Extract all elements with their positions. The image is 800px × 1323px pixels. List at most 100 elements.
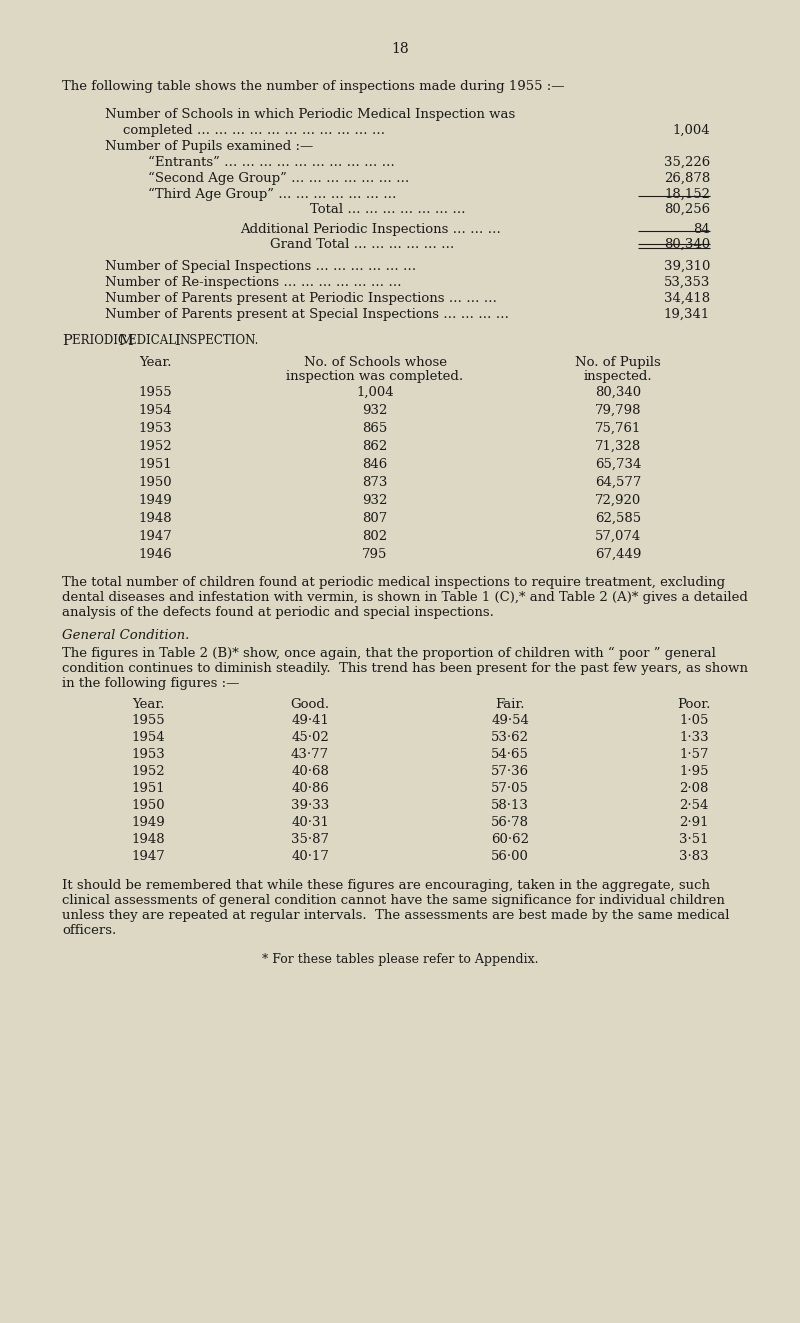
Text: Number of Parents present at Special Inspections … … … …: Number of Parents present at Special Ins… — [105, 308, 509, 321]
Text: 34,418: 34,418 — [664, 292, 710, 306]
Text: 40·68: 40·68 — [291, 765, 329, 778]
Text: “Entrants” … … … … … … … … … …: “Entrants” … … … … … … … … … … — [148, 156, 395, 169]
Text: 1949: 1949 — [138, 493, 172, 507]
Text: 45·02: 45·02 — [291, 732, 329, 744]
Text: dental diseases and infestation with vermin, is shown in Table 1 (C),* and Table: dental diseases and infestation with ver… — [62, 591, 748, 605]
Text: 1948: 1948 — [138, 512, 172, 525]
Text: 79,798: 79,798 — [594, 404, 642, 417]
Text: 62,585: 62,585 — [595, 512, 641, 525]
Text: 1952: 1952 — [131, 765, 165, 778]
Text: 1955: 1955 — [131, 714, 165, 728]
Text: 846: 846 — [362, 458, 388, 471]
Text: 19,341: 19,341 — [664, 308, 710, 321]
Text: 932: 932 — [362, 404, 388, 417]
Text: 80,340: 80,340 — [595, 386, 641, 400]
Text: Additional Periodic Inspections … … …: Additional Periodic Inspections … … … — [240, 224, 501, 235]
Text: 54·65: 54·65 — [491, 747, 529, 761]
Text: condition continues to diminish steadily.  This trend has been present for the p: condition continues to diminish steadily… — [62, 662, 748, 675]
Text: officers.: officers. — [62, 923, 116, 937]
Text: 795: 795 — [362, 548, 388, 561]
Text: 2·08: 2·08 — [679, 782, 709, 795]
Text: No. of Pupils: No. of Pupils — [575, 356, 661, 369]
Text: Poor.: Poor. — [678, 699, 710, 710]
Text: 53·62: 53·62 — [491, 732, 529, 744]
Text: EDICAL: EDICAL — [128, 333, 180, 347]
Text: 72,920: 72,920 — [595, 493, 641, 507]
Text: inspection was completed.: inspection was completed. — [286, 370, 463, 382]
Text: 80,340: 80,340 — [664, 238, 710, 251]
Text: 3·83: 3·83 — [679, 849, 709, 863]
Text: 1949: 1949 — [131, 816, 165, 830]
Text: 26,878: 26,878 — [664, 172, 710, 185]
Text: “Second Age Group” … … … … … … …: “Second Age Group” … … … … … … … — [148, 172, 410, 185]
Text: The figures in Table 2 (B)* show, once again, that the proportion of children wi: The figures in Table 2 (B)* show, once a… — [62, 647, 716, 660]
Text: 56·00: 56·00 — [491, 849, 529, 863]
Text: 40·17: 40·17 — [291, 849, 329, 863]
Text: 57·05: 57·05 — [491, 782, 529, 795]
Text: Number of Parents present at Periodic Inspections … … …: Number of Parents present at Periodic In… — [105, 292, 497, 306]
Text: NSPECTION.: NSPECTION. — [179, 333, 258, 347]
Text: 865: 865 — [362, 422, 388, 435]
Text: “Third Age Group” … … … … … … …: “Third Age Group” … … … … … … … — [148, 188, 397, 201]
Text: Number of Special Inspections … … … … … …: Number of Special Inspections … … … … … … — [105, 261, 416, 273]
Text: 43·77: 43·77 — [291, 747, 329, 761]
Text: 1·95: 1·95 — [679, 765, 709, 778]
Text: unless they are repeated at regular intervals.  The assessments are best made by: unless they are repeated at regular inte… — [62, 909, 730, 922]
Text: Year.: Year. — [132, 699, 164, 710]
Text: 1948: 1948 — [131, 833, 165, 845]
Text: in the following figures :—: in the following figures :— — [62, 677, 239, 691]
Text: 60·62: 60·62 — [491, 833, 529, 845]
Text: 873: 873 — [362, 476, 388, 490]
Text: 57,074: 57,074 — [595, 531, 641, 542]
Text: clinical assessments of general condition cannot have the same significance for : clinical assessments of general conditio… — [62, 894, 725, 908]
Text: Total … … … … … … …: Total … … … … … … … — [310, 202, 466, 216]
Text: * For these tables please refer to Appendix.: * For these tables please refer to Appen… — [262, 953, 538, 966]
Text: 57·36: 57·36 — [491, 765, 529, 778]
Text: 1951: 1951 — [131, 782, 165, 795]
Text: I: I — [174, 333, 180, 348]
Text: 1,004: 1,004 — [672, 124, 710, 138]
Text: 58·13: 58·13 — [491, 799, 529, 812]
Text: Grand Total … … … … … …: Grand Total … … … … … … — [270, 238, 454, 251]
Text: 40·31: 40·31 — [291, 816, 329, 830]
Text: 1954: 1954 — [131, 732, 165, 744]
Text: 18,152: 18,152 — [664, 188, 710, 201]
Text: 80,256: 80,256 — [664, 202, 710, 216]
Text: 1950: 1950 — [131, 799, 165, 812]
Text: 1946: 1946 — [138, 548, 172, 561]
Text: 56·78: 56·78 — [491, 816, 529, 830]
Text: 1952: 1952 — [138, 441, 172, 452]
Text: analysis of the defects found at periodic and special inspections.: analysis of the defects found at periodi… — [62, 606, 494, 619]
Text: 39,310: 39,310 — [664, 261, 710, 273]
Text: 3·51: 3·51 — [679, 833, 709, 845]
Text: Number of Pupils examined :—: Number of Pupils examined :— — [105, 140, 314, 153]
Text: 53,353: 53,353 — [664, 277, 710, 288]
Text: Number of Re-inspections … … … … … … …: Number of Re-inspections … … … … … … … — [105, 277, 402, 288]
Text: Good.: Good. — [290, 699, 330, 710]
Text: 39·33: 39·33 — [291, 799, 329, 812]
Text: 1,004: 1,004 — [356, 386, 394, 400]
Text: 1955: 1955 — [138, 386, 172, 400]
Text: 71,328: 71,328 — [595, 441, 641, 452]
Text: 932: 932 — [362, 493, 388, 507]
Text: 1950: 1950 — [138, 476, 172, 490]
Text: 67,449: 67,449 — [595, 548, 641, 561]
Text: 35,226: 35,226 — [664, 156, 710, 169]
Text: Number of Schools in which Periodic Medical Inspection was: Number of Schools in which Periodic Medi… — [105, 108, 515, 120]
Text: 49·54: 49·54 — [491, 714, 529, 728]
Text: 1953: 1953 — [131, 747, 165, 761]
Text: 35·87: 35·87 — [291, 833, 329, 845]
Text: It should be remembered that while these figures are encouraging, taken in the a: It should be remembered that while these… — [62, 878, 710, 892]
Text: No. of Schools whose: No. of Schools whose — [303, 356, 446, 369]
Text: 1·33: 1·33 — [679, 732, 709, 744]
Text: 65,734: 65,734 — [595, 458, 641, 471]
Text: 1947: 1947 — [138, 531, 172, 542]
Text: 64,577: 64,577 — [595, 476, 641, 490]
Text: P: P — [62, 333, 72, 348]
Text: 1·05: 1·05 — [679, 714, 709, 728]
Text: 2·91: 2·91 — [679, 816, 709, 830]
Text: 75,761: 75,761 — [595, 422, 641, 435]
Text: The following table shows the number of inspections made during 1955 :—: The following table shows the number of … — [62, 79, 565, 93]
Text: 1954: 1954 — [138, 404, 172, 417]
Text: ERIODIC: ERIODIC — [72, 333, 130, 347]
